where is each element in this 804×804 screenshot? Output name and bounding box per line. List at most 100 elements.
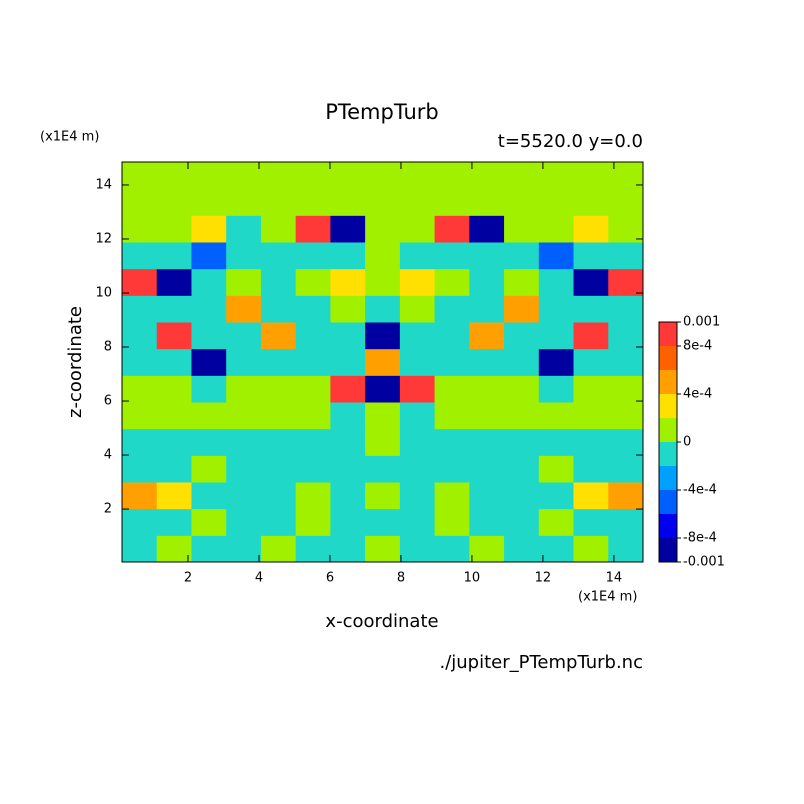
field-cell xyxy=(260,535,297,563)
field-cell xyxy=(122,268,158,296)
field-cell xyxy=(295,348,331,376)
field-cell xyxy=(330,535,366,563)
field-cell xyxy=(399,455,436,483)
y-tick-label: 8 xyxy=(104,340,112,355)
y-tick-label: 2 xyxy=(104,502,112,517)
field-cell xyxy=(295,215,331,243)
field-cell xyxy=(538,188,575,216)
field-cell xyxy=(608,188,644,216)
colorbar-band xyxy=(659,370,677,394)
field-cell xyxy=(573,482,609,510)
field-cell xyxy=(191,402,227,430)
field-cell xyxy=(469,535,505,563)
field-cell xyxy=(504,482,540,510)
field-cell xyxy=(260,508,297,536)
field-cell xyxy=(399,322,436,350)
field-cell xyxy=(191,428,227,456)
field-cell xyxy=(504,535,540,563)
colorbar-band xyxy=(659,346,677,370)
field-cell xyxy=(122,188,158,216)
field-cell xyxy=(330,482,366,510)
field-cell xyxy=(330,428,366,456)
field-cell xyxy=(573,215,609,243)
field-cell xyxy=(504,215,540,243)
colorbar-label: -8e-4 xyxy=(683,531,717,546)
x-tick-label: 14 xyxy=(606,571,623,586)
field-cell xyxy=(538,535,575,563)
field-cell xyxy=(260,348,297,376)
field-cell xyxy=(538,295,575,323)
field-cell xyxy=(191,482,227,510)
field-cell xyxy=(191,375,227,403)
field-cell xyxy=(365,428,401,456)
field-cell xyxy=(573,508,609,536)
field-cell xyxy=(365,508,401,536)
field-cell xyxy=(226,428,262,456)
field-cell xyxy=(260,482,297,510)
field-cell xyxy=(260,268,297,296)
field-cell xyxy=(573,322,609,350)
field-cell xyxy=(504,268,540,296)
field-cell xyxy=(469,348,505,376)
field-cell xyxy=(608,215,644,243)
field-cell xyxy=(573,535,609,563)
field-cell xyxy=(608,402,644,430)
field-cell xyxy=(295,375,331,403)
field-cell xyxy=(156,188,192,216)
field-cell xyxy=(399,348,436,376)
colorbar-label: 4e-4 xyxy=(683,387,712,402)
field-cell xyxy=(469,162,505,190)
field-cell xyxy=(504,455,540,483)
field-cell xyxy=(295,242,331,270)
field-cell xyxy=(608,428,644,456)
colorbar-band xyxy=(659,418,677,442)
x-tick-label: 10 xyxy=(464,571,481,586)
y-tick-label: 4 xyxy=(104,448,112,463)
field-cell xyxy=(469,295,505,323)
field-cell xyxy=(260,322,297,350)
field-cell xyxy=(226,482,262,510)
colorbar-band xyxy=(659,490,677,514)
field-cell xyxy=(608,455,644,483)
field-cell xyxy=(399,482,436,510)
y-tick-label: 14 xyxy=(95,177,112,192)
field-cell xyxy=(295,508,331,536)
plot-frame xyxy=(121,161,644,563)
field-cell xyxy=(573,455,609,483)
field-cell xyxy=(226,268,262,296)
field-cell xyxy=(156,375,192,403)
field-cell xyxy=(504,322,540,350)
field-cell xyxy=(330,348,366,376)
field-cell xyxy=(434,375,470,403)
field-cell xyxy=(538,402,575,430)
field-cell xyxy=(191,322,227,350)
field-cell xyxy=(226,295,262,323)
field-cell xyxy=(295,162,331,190)
field-cell xyxy=(469,322,505,350)
field-cell xyxy=(330,268,366,296)
field-cell xyxy=(434,322,470,350)
field-cell xyxy=(122,508,158,536)
colorbar-band xyxy=(659,466,677,490)
y-units: (x1E4 m) xyxy=(40,130,99,145)
y-tick-label: 12 xyxy=(95,231,112,246)
field-cell xyxy=(573,348,609,376)
colorbar-label: 0 xyxy=(683,435,691,450)
field-cell xyxy=(122,535,158,563)
field-cell xyxy=(191,348,227,376)
field-cell xyxy=(191,535,227,563)
chart-title: PTempTurb xyxy=(325,100,439,124)
field-cell xyxy=(122,428,158,456)
x-tick-label: 8 xyxy=(397,571,405,586)
chart-subtitle: t=5520.0 y=0.0 xyxy=(498,131,643,152)
field-cell xyxy=(504,162,540,190)
field-cell xyxy=(156,508,192,536)
field-cell xyxy=(226,215,262,243)
field-cell xyxy=(504,508,540,536)
field-cell xyxy=(191,162,227,190)
field-cell xyxy=(469,455,505,483)
field-cell xyxy=(295,268,331,296)
field-cell xyxy=(399,188,436,216)
field-cell xyxy=(469,402,505,430)
